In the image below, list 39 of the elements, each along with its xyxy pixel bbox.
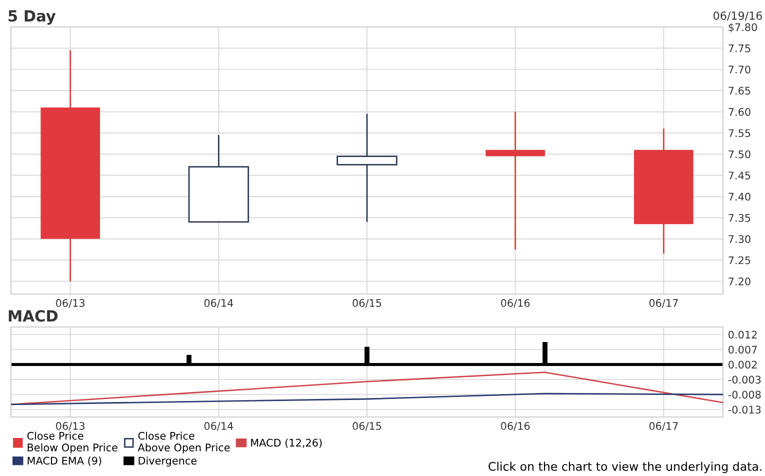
y-tick-label: -0.008 [728, 390, 761, 399]
legend-label: Close Price Above Open Price [138, 432, 230, 454]
y-tick-label: 7.45 [728, 172, 750, 180]
x-tick-label: 06/13 [56, 299, 85, 308]
y-tick-label: 7.35 [728, 214, 750, 222]
x-tick-label: 06/17 [649, 422, 678, 431]
x-tick-label: 06/16 [501, 299, 530, 308]
legend-label: Close Price Below Open Price [27, 432, 118, 454]
y-tick-label: 7.40 [728, 192, 750, 201]
y-tick-label: 7.65 [728, 86, 750, 95]
x-tick-label: 06/14 [204, 299, 234, 308]
x-tick-label: 06/17 [649, 299, 678, 308]
y-tick-label: 7.30 [728, 235, 750, 244]
y-tick-label: 7.75 [728, 44, 750, 52]
y-tick-label: 0.007 [728, 346, 757, 354]
x-tick-label: 06/13 [56, 422, 85, 431]
y-tick-label: -0.013 [728, 406, 761, 414]
y-tick-label: 7.20 [728, 278, 750, 286]
legend-label: MACD EMA (9) [28, 456, 102, 466]
legend-label: Divergence [138, 456, 197, 467]
chart-title: MACD [8, 310, 58, 322]
y-tick-label: 7.25 [728, 256, 750, 264]
y-tick-label: $7.80 [728, 23, 757, 32]
y-tick-label: 7.55 [728, 129, 750, 138]
y-tick-label: 7.70 [728, 66, 750, 74]
y-tick-label: 7.50 [728, 150, 750, 158]
y-tick-label: 7.60 [728, 108, 750, 116]
legend-label: MACD (12,26) [251, 438, 322, 448]
x-tick-label: 06/15 [352, 422, 382, 431]
line-series [11, 392, 723, 406]
x-tick-label: 06/14 [204, 422, 234, 431]
chart-title: 5 Day [8, 10, 56, 25]
y-tick-label: -0.003 [728, 376, 761, 384]
y-tick-label: 0.002 [728, 360, 757, 369]
text: Click on the chart to view the underlying data. [488, 462, 762, 474]
x-tick-label: 06/16 [501, 422, 530, 431]
text: 06/19/16 [714, 11, 762, 21]
x-tick-label: 06/15 [352, 299, 382, 308]
y-tick-label: 0.012 [728, 330, 757, 339]
